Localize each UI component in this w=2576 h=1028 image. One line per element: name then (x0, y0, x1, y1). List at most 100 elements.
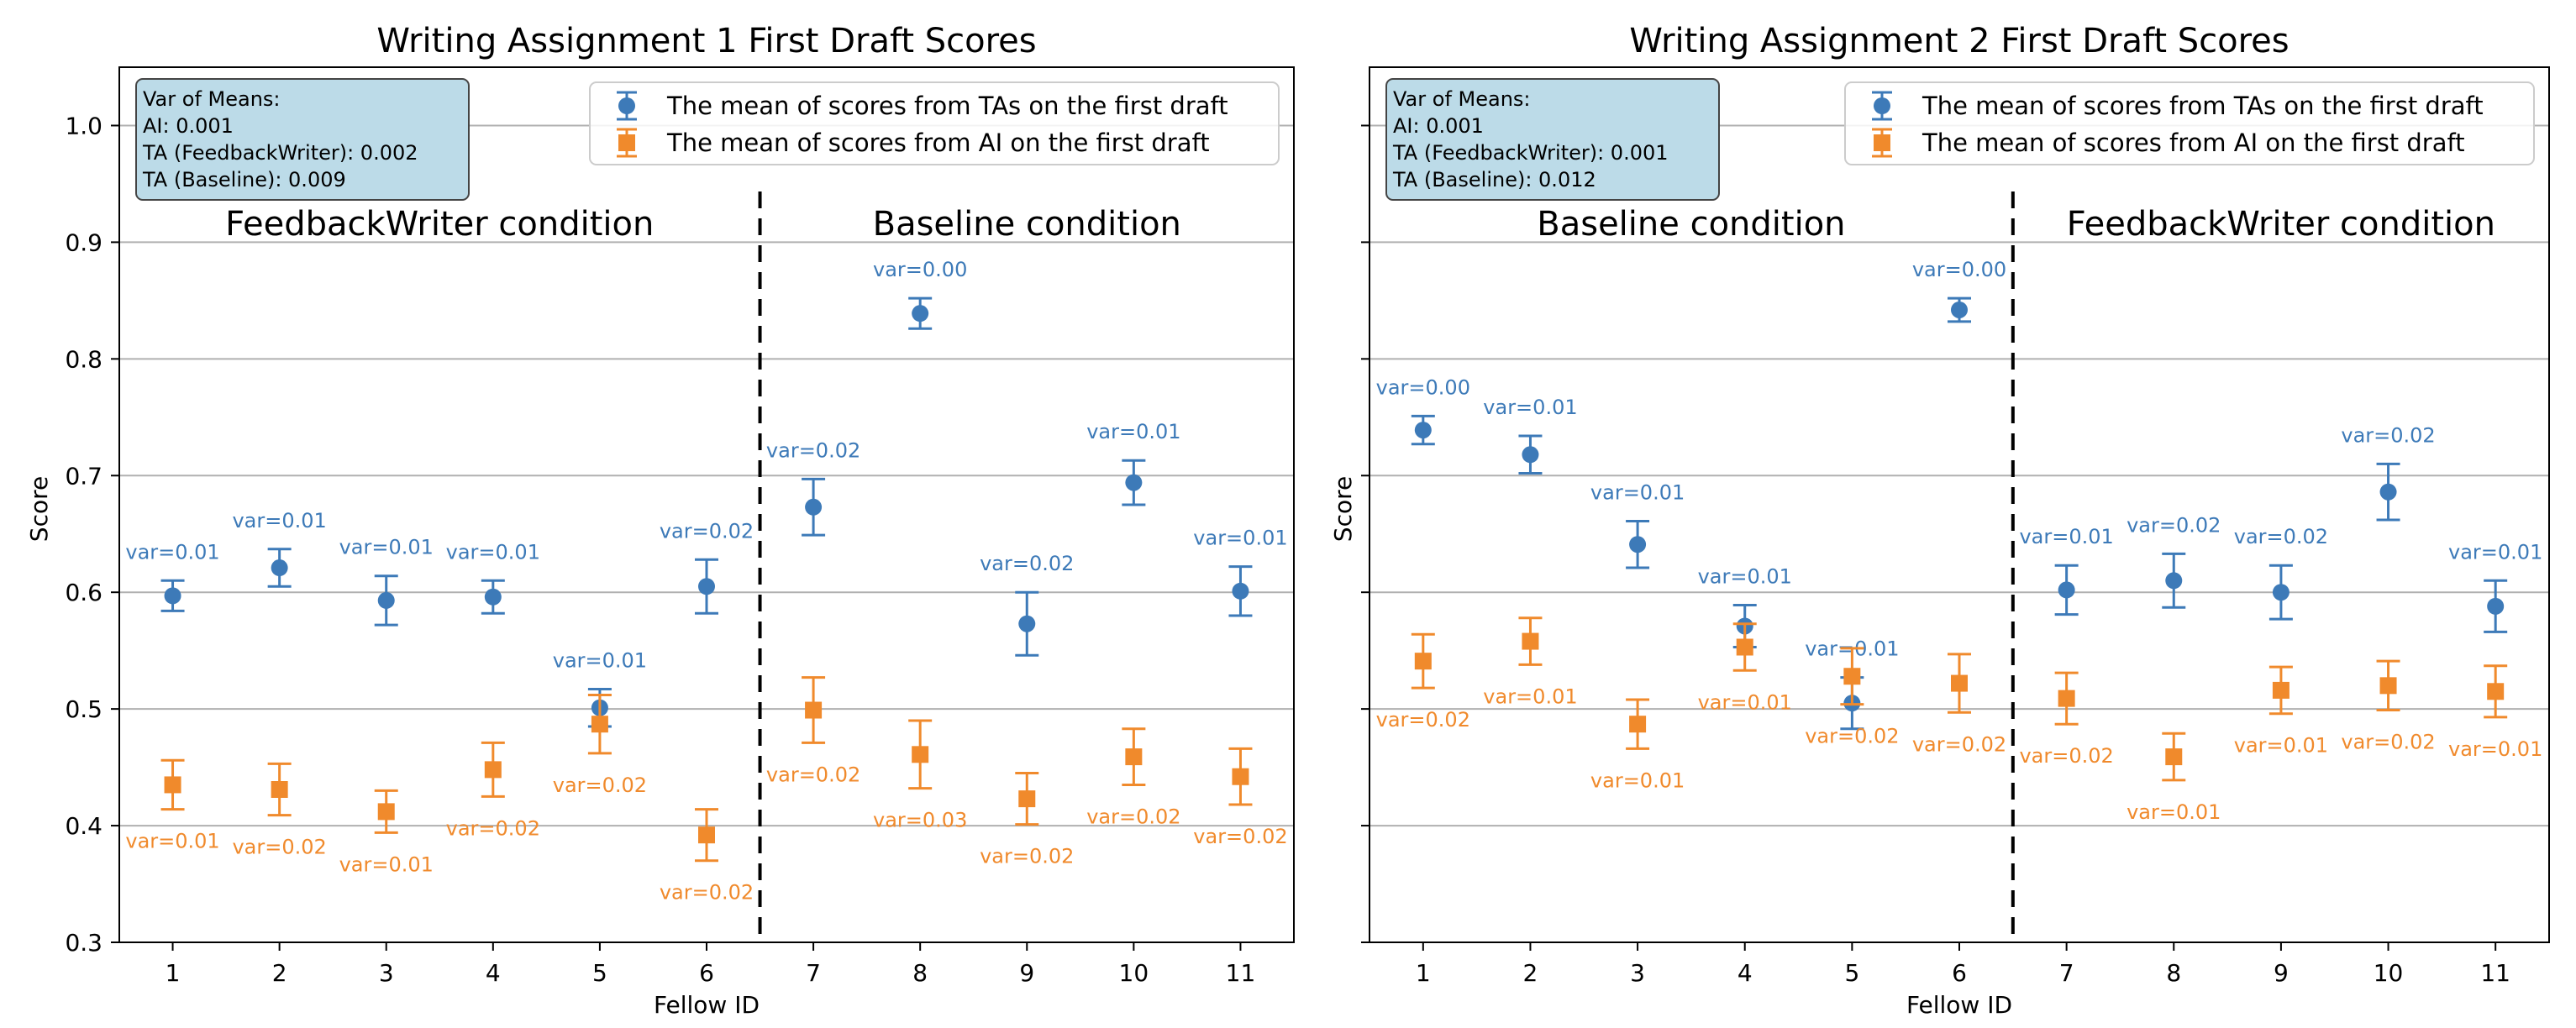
x-tick-label: 4 (486, 959, 501, 987)
x-axis-label: Fellow ID (1906, 991, 2012, 1019)
variance-label: var=0.02 (2019, 744, 2113, 768)
legend (1844, 81, 2535, 165)
variance-label: var=0.01 (339, 852, 434, 876)
data-point (1522, 446, 1539, 464)
variance-label: var=0.01 (1698, 690, 1792, 714)
variance-summary-box (135, 78, 470, 201)
variance-label: var=0.02 (980, 552, 1074, 575)
data-point (484, 588, 502, 606)
y-tick-label: 0.8 (65, 345, 103, 373)
data-point (1125, 474, 1143, 491)
data-point (1629, 716, 1647, 733)
y-tick-label: 0.9 (65, 228, 103, 256)
y-tick-label: 0.4 (65, 812, 103, 840)
variance-label: var=0.01 (2448, 737, 2542, 761)
variance-label: var=0.02 (2127, 513, 2221, 537)
x-tick-label: 11 (1226, 959, 1256, 987)
data-point (1018, 790, 1036, 808)
data-point (805, 701, 823, 719)
data-point (1018, 615, 1036, 632)
variance-summary-line: TA (Baseline): 0.009 (142, 168, 346, 191)
variance-label: var=0.02 (660, 519, 754, 543)
variance-label: var=0.00 (1912, 258, 2006, 281)
x-tick-label: 9 (1019, 959, 1034, 987)
x-tick-label: 8 (2166, 959, 2181, 987)
variance-label: var=0.01 (125, 540, 219, 564)
y-tick-label: 0.7 (65, 462, 103, 490)
legend-marker (618, 134, 635, 151)
data-point (377, 591, 395, 609)
variance-label: var=0.01 (553, 649, 647, 673)
condition-label: Baseline condition (1537, 205, 1845, 244)
variance-label: var=0.01 (1483, 396, 1577, 419)
variance-label: var=0.02 (660, 881, 754, 905)
data-point (698, 578, 715, 595)
x-tick-label: 5 (592, 959, 607, 987)
legend-marker (618, 97, 635, 114)
legend-entry: The mean of scores from TAs on the first… (1921, 92, 2484, 120)
series-ai: var=0.02 var=0.01 var=0.01 var=0.01 var=0.02… (1376, 616, 2542, 824)
variance-label: var=0.01 (1193, 527, 1287, 550)
data-point (271, 780, 288, 798)
data-point (1951, 301, 1968, 318)
x-tick-label: 10 (2374, 959, 2404, 987)
variance-label: var=0.02 (1376, 708, 1470, 732)
data-point (1951, 674, 1968, 692)
data-point (1629, 536, 1647, 553)
variance-label: var=0.01 (232, 509, 326, 532)
x-tick-label: 11 (2480, 959, 2510, 987)
series-ai: var=0.01 var=0.02 var=0.01 var=0.02 var=0.02… (125, 676, 1288, 905)
variance-label: var=0.01 (1590, 480, 1685, 504)
variance-label: var=0.03 (873, 809, 967, 832)
chart-title: Writing Assignment 1 First Draft Scores (376, 22, 1036, 60)
data-point (1843, 668, 1861, 685)
variance-summary-line: Var of Means: (143, 87, 281, 111)
variance-label: var=0.01 (2234, 734, 2328, 758)
chart-title: Writing Assignment 2 First Draft Scores (1629, 22, 2289, 60)
variance-label: var=0.00 (873, 258, 967, 281)
y-axis-label: Score (25, 476, 53, 542)
y-axis-label: Score (1329, 476, 1357, 542)
variance-label: var=0.01 (1698, 564, 1792, 588)
data-point (2272, 584, 2289, 601)
variance-label: var=0.02 (1805, 725, 1899, 748)
chart-panel-1: Writing Assignment 1 First Draft Scores 0… (25, 22, 1295, 1019)
x-tick-label: 1 (166, 959, 181, 987)
variance-summary-box (1385, 78, 1720, 201)
variance-summary-line: TA (FeedbackWriter): 0.002 (142, 141, 418, 165)
variance-label: var=0.01 (2019, 525, 2113, 548)
variance-label: var=0.02 (232, 836, 326, 859)
variance-label: var=0.01 (339, 536, 434, 559)
data-point (2165, 572, 2183, 590)
data-point (2487, 597, 2505, 615)
variance-label: var=0.00 (1376, 375, 1470, 399)
data-point (912, 746, 929, 763)
data-point (164, 776, 181, 794)
legend (589, 81, 1280, 165)
variance-label: var=0.01 (2127, 800, 2221, 824)
x-tick-label: 3 (379, 959, 394, 987)
variance-label: var=0.01 (446, 540, 540, 564)
y-tick-label: 0.5 (65, 695, 103, 723)
data-point (1232, 582, 1249, 600)
data-point (591, 716, 608, 733)
data-point (271, 559, 288, 577)
variance-label: var=0.01 (1086, 420, 1180, 443)
variance-label: var=0.02 (1086, 805, 1180, 828)
variance-label: var=0.02 (1193, 825, 1287, 848)
axes-frame (1369, 66, 2550, 943)
data-point (2272, 681, 2289, 699)
data-point (912, 305, 929, 323)
x-tick-label: 6 (699, 959, 714, 987)
data-point (2379, 483, 2397, 501)
data-point (2379, 677, 2397, 695)
condition-label: FeedbackWriter condition (2067, 205, 2495, 244)
data-point (2487, 683, 2505, 700)
variance-label: var=0.02 (1912, 732, 2006, 756)
x-tick-label: 8 (912, 959, 928, 987)
x-tick-label: 3 (1630, 959, 1645, 987)
data-point (805, 498, 823, 516)
data-point (698, 826, 715, 844)
variance-label: var=0.01 (1590, 768, 1685, 792)
